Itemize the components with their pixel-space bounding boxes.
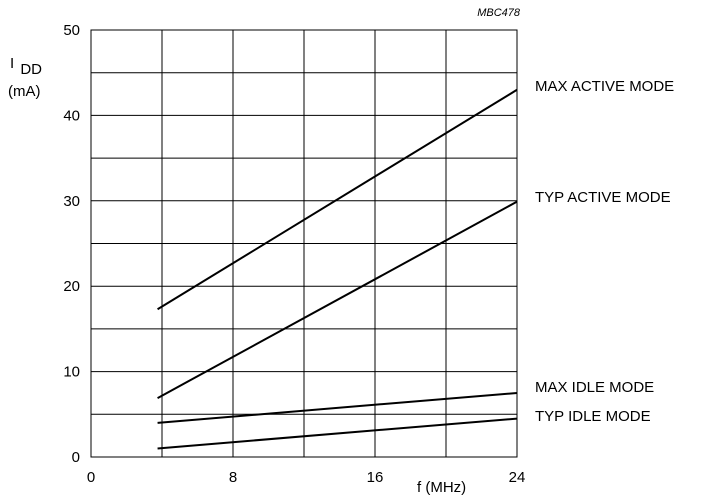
y-axis-label-main: I [10,55,14,72]
y-tick-label: 30 [63,193,80,210]
series-line [157,88,518,311]
y-axis-label: I DD [10,55,42,78]
y-tick-label: 10 [63,364,80,381]
y-tick-label: 40 [63,107,80,124]
y-axis-unit: (mA) [8,83,41,100]
series-label: MAX IDLE MODE [535,379,654,396]
series-group [157,88,518,450]
series-line [157,200,518,399]
tick-labels: 0 10 20 30 40 50 0 8 16 24 [63,22,525,486]
grid [91,30,517,457]
series-line [157,391,518,424]
x-tick-label: 16 [367,469,384,486]
x-tick-label: 8 [229,469,237,486]
x-tick-label: 0 [87,469,95,486]
series-label: TYP ACTIVE MODE [535,189,671,206]
y-tick-label: 50 [63,22,80,39]
reference-code: MBC478 [477,7,521,19]
plot-frame [90,29,518,458]
series-label: MAX ACTIVE MODE [535,78,674,95]
x-axis-label: f (MHz) [417,479,466,496]
y-tick-label: 0 [72,449,80,466]
series-line [157,417,518,450]
series-label: TYP IDLE MODE [535,408,651,425]
y-axis-label-sub: DD [20,61,42,78]
x-tick-label: 24 [509,469,526,486]
y-tick-label: 20 [63,278,80,295]
series-labels: MAX ACTIVE MODE TYP ACTIVE MODE MAX IDLE M… [535,78,674,425]
